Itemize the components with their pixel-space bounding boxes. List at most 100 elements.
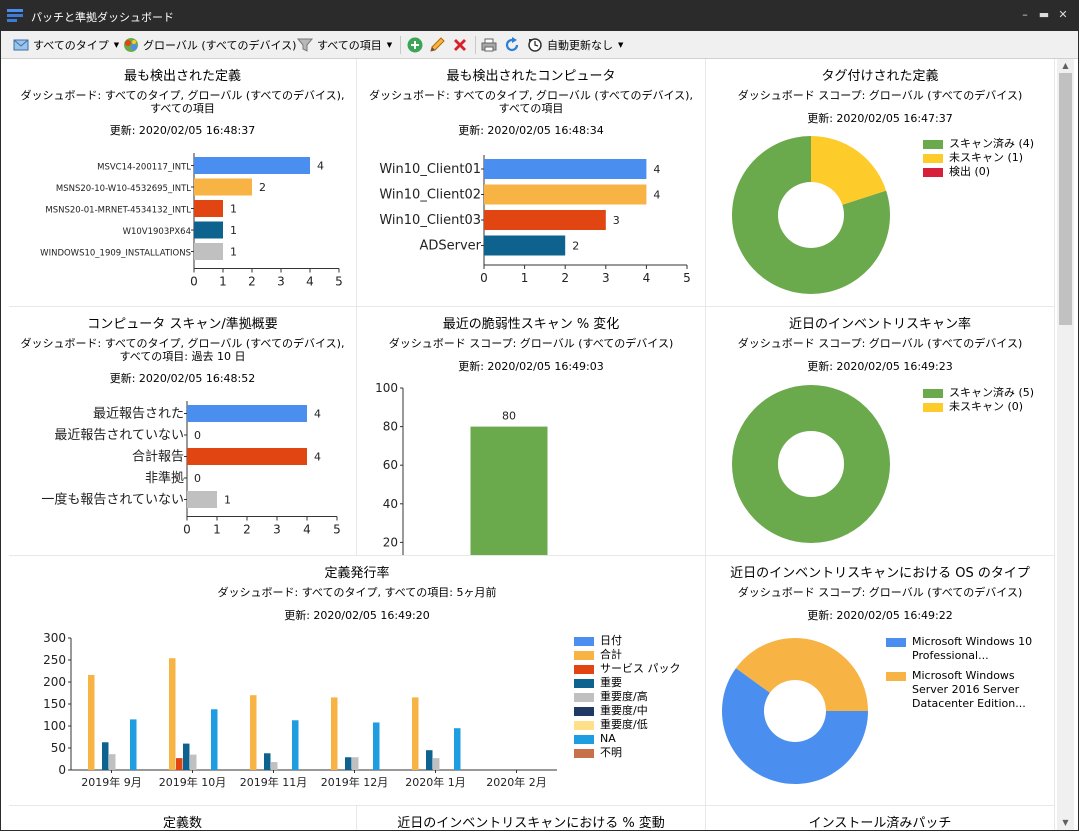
add-button[interactable] xyxy=(407,34,427,56)
legend-item: Microsoft Windows 10 Professional... xyxy=(886,635,1046,663)
scope-filter-dropdown[interactable]: グローバル (すべてのデバイス)▼ xyxy=(123,34,307,56)
toolbar: すべてのタイプ▼ グローバル (すべてのデバイス)▼ すべての項目▼ 自 xyxy=(1,31,1078,59)
bar xyxy=(484,210,606,230)
legend-swatch xyxy=(574,706,594,716)
category-label: 最近報告されていない xyxy=(54,428,184,443)
panel-installed-patches[interactable]: インストール済みパッチ xyxy=(706,806,1055,830)
tick-label: 1 xyxy=(213,523,221,537)
close-window-button[interactable]: ✕ xyxy=(1058,8,1068,21)
scrollbar-thumb[interactable] xyxy=(1059,73,1072,325)
tick-label: 100 xyxy=(375,381,398,395)
tick-label: 5 xyxy=(335,275,343,289)
legend-label: 未スキャン (0) xyxy=(949,400,1024,413)
chart-most-detected-definitions: MSVC14-200117_INTL 4 MSNS20-10-W10-4532695… xyxy=(40,153,343,289)
pie-slice xyxy=(811,136,887,205)
panel-inventory-scan-rate[interactable]: 近日のインベントリスキャン率 ダッシュボード スコープ: グローバル (すべての… xyxy=(706,307,1055,556)
tick-label: 0 xyxy=(480,271,488,285)
tick-label: 1 xyxy=(521,271,529,285)
legend-inventory-scan-rate: スキャン済み (5) 未スキャン (0) xyxy=(923,386,1034,414)
panel-subtitle: ダッシュボード: すべてのタイプ, グローバル (すべてのデバイス), すべての… xyxy=(369,89,693,115)
legend-label: 不明 xyxy=(600,746,622,759)
category-label: MSNS20-01-MRNET-4534132_INTL xyxy=(45,206,191,216)
legend-item: Microsoft Windows Server 2016 Server Dat… xyxy=(886,669,1046,711)
toolbar-separator xyxy=(400,36,401,54)
legend-label: 重要 xyxy=(600,676,622,689)
auto-refresh-dropdown[interactable]: 自動更新なし ▼ xyxy=(527,34,623,56)
bar xyxy=(109,754,116,770)
data-label: 1 xyxy=(230,203,237,216)
scroll-up-arrow-icon[interactable]: ▲ xyxy=(1062,61,1069,70)
refresh-button[interactable] xyxy=(504,34,524,56)
legend-label: 重要度/低 xyxy=(600,718,648,731)
delete-button[interactable] xyxy=(452,34,472,56)
panel-os-types[interactable]: 近日のインベントリスキャンにおける OS のタイプ ダッシュボード スコープ: … xyxy=(706,556,1055,806)
legend-swatch xyxy=(574,678,594,688)
legend-item: 重要 xyxy=(574,676,681,690)
tick-label: 80 xyxy=(383,420,398,434)
chevron-down-icon: ▼ xyxy=(386,41,393,49)
legend-swatch xyxy=(923,167,943,177)
maximize-button[interactable]: ▬ xyxy=(1038,8,1050,21)
panel-vulnerability-scan-change[interactable]: 最近の脆弱性スキャン % 変化 ダッシュボード スコープ: グローバル (すべて… xyxy=(357,307,706,556)
legend-swatch xyxy=(574,720,594,730)
bar xyxy=(470,426,548,555)
tick-label: 300 xyxy=(43,632,66,645)
category-label: ADServer xyxy=(419,239,481,254)
legend-label: NA xyxy=(600,732,616,745)
delete-x-icon xyxy=(454,39,466,51)
legend-os-types: Microsoft Windows 10 Professional... Micr… xyxy=(886,635,1046,717)
chart-most-detected-computers: Win10_Client01 4 Win10_Client02 4 Win10_Clie… xyxy=(379,155,691,285)
panel-inventory-change[interactable]: 近日のインベントリスキャンにおける % 変動 xyxy=(357,806,706,830)
item-filter-dropdown[interactable]: すべての項目 ▼ xyxy=(297,34,392,56)
edit-button[interactable] xyxy=(429,34,449,56)
vertical-scrollbar[interactable]: ▲ ▼ xyxy=(1057,59,1074,830)
print-button[interactable] xyxy=(481,34,501,56)
legend-item: 合計 xyxy=(574,648,681,662)
legend-label: 合計 xyxy=(600,648,622,661)
data-label: 2 xyxy=(259,181,266,194)
minimize-button[interactable]: – xyxy=(1022,8,1028,21)
legend-item: スキャン済み (4) xyxy=(923,137,1034,151)
bar xyxy=(176,758,183,770)
bar xyxy=(187,405,307,422)
legend-label: 検出 (0) xyxy=(949,165,991,178)
bar xyxy=(194,200,223,217)
category-label: MSNS20-10-W10-4532695_INTL xyxy=(56,184,191,194)
bar xyxy=(183,743,190,770)
panel-most-detected-computers[interactable]: 最も検出されたコンピュータ ダッシュボード: すべてのタイプ, グローバル (す… xyxy=(357,59,706,307)
bar xyxy=(190,754,197,770)
legend-label: 重要度/中 xyxy=(600,704,648,717)
bar xyxy=(187,448,307,465)
bar xyxy=(194,178,252,196)
panel-title: 近日のインベントリスキャン率 xyxy=(788,317,971,332)
legend-label: 重要度/高 xyxy=(600,690,648,703)
bar xyxy=(194,157,310,174)
panel-title: 近日のインベントリスキャンにおける OS のタイプ xyxy=(730,566,1030,581)
tick-label: 5 xyxy=(333,523,341,537)
panel-definition-count[interactable]: 定義数 xyxy=(9,806,357,830)
bar xyxy=(373,722,380,770)
dashboard-app-icon xyxy=(7,9,23,22)
legend-item: スキャン済み (5) xyxy=(923,386,1034,400)
tick-label: 1 xyxy=(219,275,227,289)
type-filter-dropdown[interactable]: すべてのタイプ ▼ xyxy=(13,34,119,56)
panel-most-detected-definitions[interactable]: 最も検出された定義 ダッシュボード: すべてのタイプ, グローバル (すべてのデ… xyxy=(9,59,357,307)
panel-definition-release-rate[interactable]: 定義発行率 ダッシュボード: すべてのタイプ, すべての項目: 5ヶ月前 更新:… xyxy=(9,556,706,806)
category-label: WINDOWS10_1909_INSTALLATIONS xyxy=(40,249,191,259)
bar xyxy=(345,757,352,770)
bar xyxy=(194,221,223,239)
dashboard-content: 最も検出された定義 ダッシュボード: すべてのタイプ, グローバル (すべてのデ… xyxy=(9,59,1055,830)
scroll-down-arrow-icon[interactable]: ▼ xyxy=(1062,818,1069,827)
bar xyxy=(211,709,218,770)
legend-swatch xyxy=(574,734,594,744)
panel-subtitle: ダッシュボード: すべてのタイプ, グローバル (すべてのデバイス), すべての… xyxy=(20,89,345,115)
panel-subtitle: ダッシュボード スコープ: グローバル (すべてのデバイス) xyxy=(737,337,1023,350)
tick-label: 0 xyxy=(58,763,66,777)
legend-label: サービス パック xyxy=(600,662,681,675)
panel-computer-scan-compliance[interactable]: コンピュータ スキャン/準拠概要 ダッシュボード: すべてのタイプ, グローバル… xyxy=(9,307,357,556)
panel-updated: 更新: 2020/02/05 16:48:52 xyxy=(109,372,256,385)
panel-title: 定義発行率 xyxy=(324,566,390,581)
legend-item: 未スキャン (1) xyxy=(923,151,1034,165)
panel-tagged-definitions[interactable]: タグ付けされた定義 ダッシュボード スコープ: グローバル (すべてのデバイス)… xyxy=(706,59,1055,307)
